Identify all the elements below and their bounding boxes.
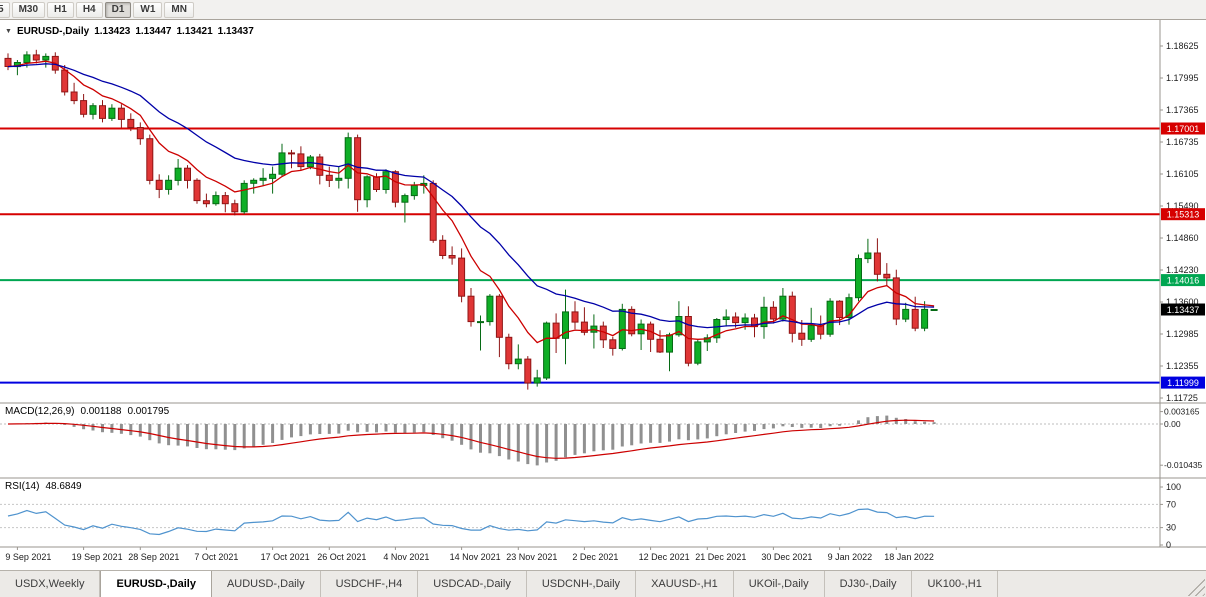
svg-text:1.17995: 1.17995 [1166, 73, 1199, 83]
macd-histogram [15, 415, 936, 466]
ma-line-20 [7, 63, 935, 329]
price-axis[interactable]: 1.18625 1.17995 1.17365 1.16735 1.16105 1.154… [1160, 41, 1203, 550]
svg-text:1.16735: 1.16735 [1166, 137, 1199, 147]
macd-value: 0.001188 [80, 406, 122, 417]
ohlc-close: 1.13437 [217, 26, 254, 37]
svg-text:1.15313: 1.15313 [1167, 210, 1200, 220]
price-tag-1.17001: 1.17001 [1161, 122, 1205, 135]
svg-text:1.13437: 1.13437 [1167, 305, 1200, 315]
rsi-indicator-label: RSI(14) 48.6849 [5, 481, 82, 492]
svg-text:1.17365: 1.17365 [1166, 105, 1199, 115]
price-tag-1.14016: 1.14016 [1161, 274, 1205, 287]
timeframe-button-w1[interactable]: W1 [133, 1, 163, 18]
ohlc-high: 1.13447 [135, 26, 172, 37]
chart-title: ▼ EURUSD-,Daily 1.13423 1.13447 1.13421 … [5, 26, 254, 37]
timeframe-button-h1[interactable]: H1 [47, 1, 74, 18]
svg-text:0.00: 0.00 [1164, 419, 1181, 429]
rsi-line [7, 508, 935, 536]
chart-tab-xauusd-h1[interactable]: XAUUSD-,H1 [636, 571, 734, 597]
svg-text:21 Dec 2021: 21 Dec 2021 [695, 552, 746, 562]
svg-text:1.11725: 1.11725 [1166, 393, 1198, 403]
svg-text:23 Nov 2021: 23 Nov 2021 [506, 552, 557, 562]
svg-text:2 Dec 2021: 2 Dec 2021 [572, 552, 618, 562]
chart-tab-dj30-daily[interactable]: DJ30-,Daily [825, 571, 913, 597]
macd-indicator-label: MACD(12,26,9) 0.001188 0.001795 [5, 406, 169, 417]
chart-tab-ukoil-daily[interactable]: UKOil-,Daily [734, 571, 825, 597]
macd-signal-value: 0.001795 [127, 406, 170, 417]
svg-text:1.16105: 1.16105 [1166, 169, 1199, 179]
macd-signal-line [7, 419, 935, 459]
price-tag-1.15313: 1.15313 [1161, 208, 1205, 221]
ohlc-open: 1.13423 [94, 26, 131, 37]
chart-tab-uk100-h1[interactable]: UK100-,H1 [912, 571, 998, 597]
svg-text:1.14860: 1.14860 [1166, 233, 1199, 243]
svg-text:18 Jan 2022: 18 Jan 2022 [884, 552, 934, 562]
current-price-tag: 1.13437 [1161, 303, 1205, 316]
rsi-value: 48.6849 [45, 481, 82, 492]
svg-text:0: 0 [1166, 540, 1171, 550]
svg-text:9 Jan 2022: 9 Jan 2022 [828, 552, 873, 562]
svg-text:70: 70 [1166, 499, 1176, 509]
rsi-name: RSI(14) [5, 481, 40, 492]
chart-tab-audusd-daily[interactable]: AUDUSD-,Daily [212, 571, 321, 597]
horizontal-lines [0, 127, 1160, 384]
svg-text:19 Sep 2021: 19 Sep 2021 [72, 552, 123, 562]
time-axis[interactable]: 9 Sep 2021 19 Sep 2021 28 Sep 2021 7 Oct 20… [5, 547, 934, 562]
chart-tab-usdchf-h4[interactable]: USDCHF-,H4 [321, 571, 419, 597]
svg-text:1.11999: 1.11999 [1167, 378, 1199, 388]
chart-tab-usdx-weekly[interactable]: USDX,Weekly [0, 571, 101, 597]
svg-text:1.12985: 1.12985 [1166, 329, 1199, 339]
svg-text:28 Sep 2021: 28 Sep 2021 [128, 552, 179, 562]
svg-text:17 Oct 2021: 17 Oct 2021 [261, 552, 310, 562]
svg-text:26 Oct 2021: 26 Oct 2021 [317, 552, 366, 562]
timeframe-button-d1[interactable]: D1 [104, 1, 132, 18]
svg-text:1.13600: 1.13600 [1166, 297, 1199, 307]
svg-text:7 Oct 2021: 7 Oct 2021 [194, 552, 238, 562]
svg-text:1.12355: 1.12355 [1166, 361, 1199, 371]
svg-text:-0.010435: -0.010435 [1164, 460, 1203, 470]
price-tag-1.11999: 1.11999 [1161, 376, 1205, 389]
ma-line-8 [7, 60, 935, 344]
svg-text:1.18625: 1.18625 [1166, 41, 1199, 51]
svg-text:12 Dec 2021: 12 Dec 2021 [639, 552, 690, 562]
svg-text:1.17001: 1.17001 [1167, 124, 1200, 134]
candlestick-series [4, 49, 938, 390]
chart-tab-usdcad-daily[interactable]: USDCAD-,Daily [418, 571, 527, 597]
timeframe-button-m30[interactable]: M30 [11, 1, 46, 18]
resize-grip[interactable] [1183, 574, 1205, 596]
timeframe-button-5[interactable]: 5 [0, 1, 10, 18]
ohlc-low: 1.13421 [176, 26, 213, 37]
macd-name: MACD(12,26,9) [5, 406, 75, 417]
chart-canvas[interactable]: 1.18625 1.17995 1.17365 1.16735 1.16105 1.154… [0, 20, 1206, 570]
chart-tabbar: USDX,Weekly EURUSD-,Daily AUDUSD-,Daily USD… [0, 570, 1206, 597]
chart-symbol-label: EURUSD-,Daily [16, 26, 90, 37]
timeframe-button-h4[interactable]: H4 [75, 1, 103, 18]
chart-tab-usdcnh-daily[interactable]: USDCNH-,Daily [527, 571, 637, 597]
svg-text:30: 30 [1166, 523, 1176, 533]
timeframe-toolbar: 5 M30 H1 H4 D1 W1 MN [0, 0, 1206, 20]
timeframe-button-mn[interactable]: MN [164, 1, 194, 18]
chart-tab-eurusd-daily[interactable]: EURUSD-,Daily [100, 571, 212, 597]
chart-window: ▼ EURUSD-,Daily 1.13423 1.13447 1.13421 … [0, 20, 1206, 570]
svg-text:9 Sep 2021: 9 Sep 2021 [5, 552, 51, 562]
collapse-icon[interactable]: ▼ [5, 28, 12, 35]
svg-text:100: 100 [1166, 482, 1181, 492]
svg-text:1.14016: 1.14016 [1167, 276, 1200, 286]
svg-text:1.14230: 1.14230 [1166, 265, 1199, 275]
svg-text:4 Nov 2021: 4 Nov 2021 [383, 552, 429, 562]
svg-text:14 Nov 2021: 14 Nov 2021 [450, 552, 501, 562]
svg-text:1.15490: 1.15490 [1166, 201, 1199, 211]
svg-text:0.003165: 0.003165 [1164, 407, 1200, 417]
svg-text:30 Dec 2021: 30 Dec 2021 [761, 552, 812, 562]
